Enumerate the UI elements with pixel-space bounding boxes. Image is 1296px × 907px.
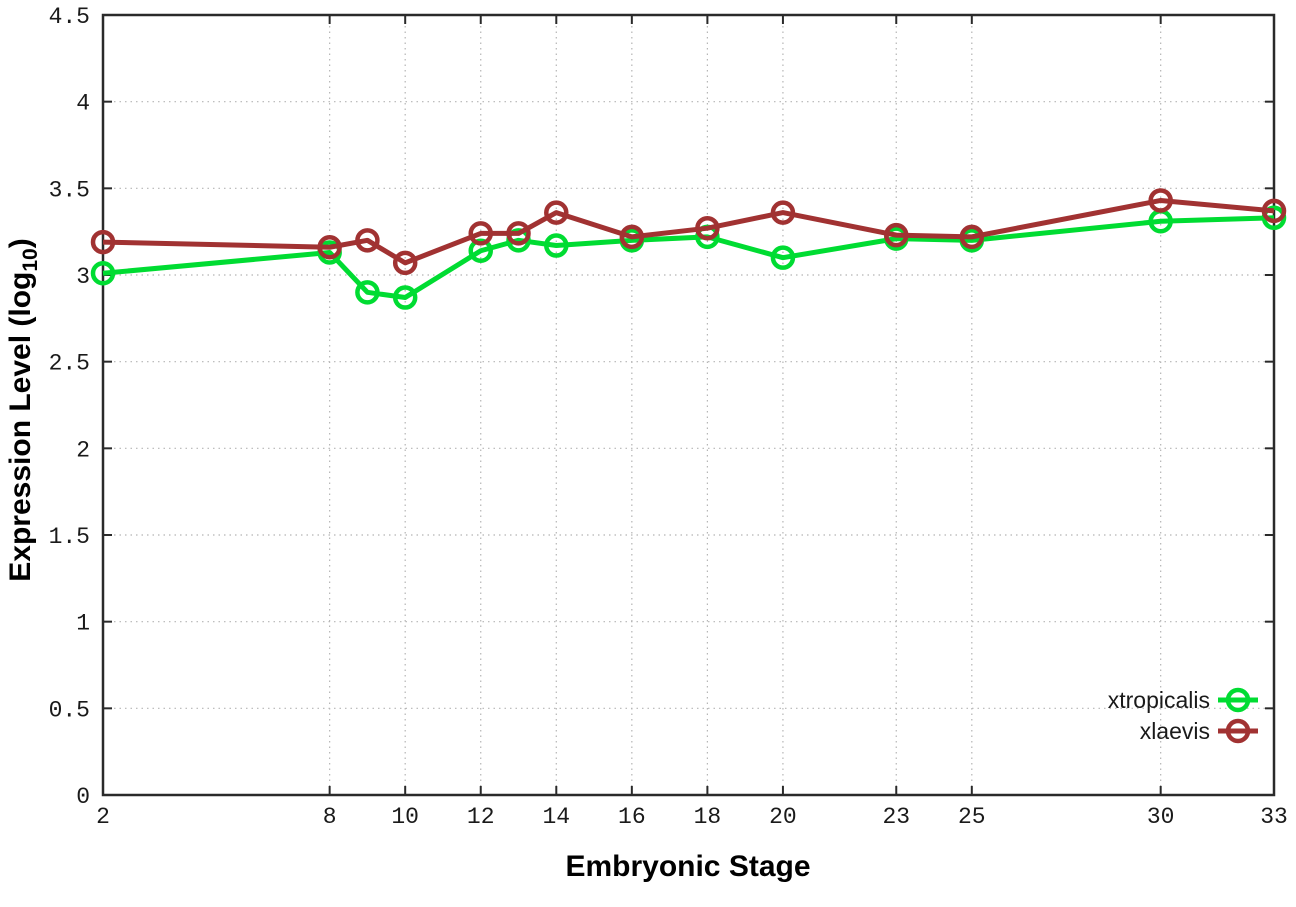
data-point-xtropicalis [355, 280, 380, 305]
x-tick-label: 33 [1260, 804, 1288, 830]
data-point-xlaevis [392, 250, 418, 276]
x-tick-label: 20 [769, 804, 797, 830]
x-tick-label: 16 [618, 804, 646, 830]
x-tick-label: 2 [96, 804, 110, 830]
data-point-xlaevis [695, 215, 720, 241]
y-tick-label: 4.5 [49, 4, 90, 30]
data-point-xlaevis [1148, 188, 1173, 213]
legend-label-xlaevis: xlaevis [1140, 718, 1210, 744]
data-point-xlaevis [884, 222, 909, 248]
data-point-xlaevis [468, 221, 493, 246]
y-tick-label: 0.5 [49, 697, 90, 723]
y-axis-title: Expression Level (log10) [4, 238, 42, 581]
data-point-xtropicalis [544, 233, 569, 258]
data-point-xlaevis [355, 228, 380, 253]
x-tick-label: 8 [323, 804, 337, 830]
x-tick-label: 23 [882, 804, 910, 830]
x-axis-title: Embryonic Stage [565, 850, 810, 883]
y-tick-label: 3 [76, 264, 90, 290]
data-point-xtropicalis [468, 238, 493, 263]
data-point-xlaevis [544, 200, 569, 225]
y-tick-label: 0 [76, 784, 90, 810]
data-point-xlaevis [90, 229, 116, 255]
y-tick-label: 4 [76, 91, 90, 117]
x-tick-label: 25 [958, 804, 986, 830]
y-tick-label: 3.5 [49, 177, 90, 203]
legend-marker-xlaevis [1225, 718, 1251, 744]
y-axis-title-main: Expression Level (log [4, 272, 37, 582]
x-tick-label: 30 [1147, 804, 1175, 830]
y-tick-label: 2.5 [49, 351, 90, 377]
data-point-xlaevis [619, 224, 645, 250]
legend-marker-xtropicalis [1225, 687, 1251, 713]
plot-area: 2 8 10 12 14 16 18 20 23 25 30 33 0 0.5 1 1.5 2 2.5 3 3.5 4 4… [49, 4, 1288, 830]
plot-border [101, 13, 1276, 797]
x-tick-label: 18 [694, 804, 722, 830]
x-tick-label: 12 [467, 804, 495, 830]
y-axis-title-subscript: 10 [19, 248, 42, 271]
series-line-xlaevis [102, 197, 1275, 266]
x-tick-label: 10 [391, 804, 419, 830]
y-tick-label: 2 [76, 437, 90, 463]
data-point-xlaevis [770, 200, 796, 225]
data-point-xtropicalis [770, 245, 796, 270]
data-point-xlaevis [959, 224, 985, 250]
data-point-xlaevis [1261, 198, 1287, 224]
data-point-xlaevis [317, 235, 342, 260]
data-point-xtropicalis [90, 261, 116, 286]
y-tick-label: 1.5 [49, 524, 90, 550]
y-axis-title-close: ) [4, 238, 37, 248]
legend-label-xtropicalis: xtropicalis [1108, 687, 1210, 713]
x-tick-label: 14 [542, 804, 570, 830]
data-point-xlaevis [506, 221, 531, 246]
data-point-xtropicalis [392, 285, 418, 310]
series-line-xtropicalis [102, 215, 1275, 301]
y-tick-label: 1 [76, 611, 90, 637]
